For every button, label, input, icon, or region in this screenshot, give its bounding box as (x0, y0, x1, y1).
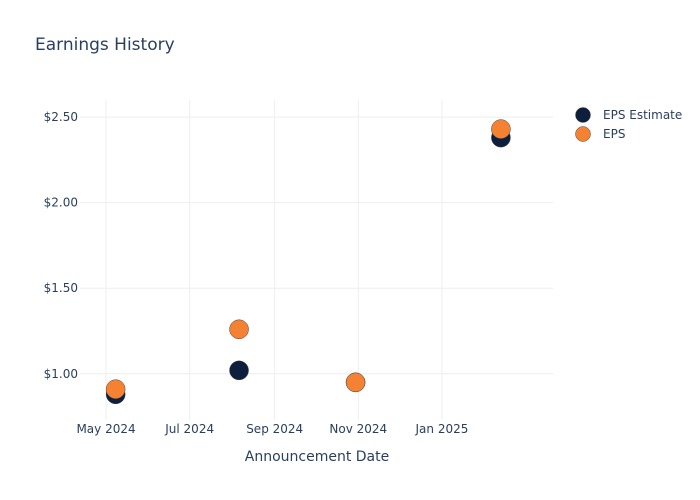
x-tick-label: May 2024 (76, 422, 135, 436)
legend-marker (575, 126, 591, 142)
eps-point[interactable] (229, 319, 249, 340)
legend-label: EPS (603, 127, 625, 141)
x-tick-label: Sep 2024 (246, 422, 303, 436)
legend-item-eps[interactable]: EPS (575, 126, 626, 142)
x-axis-title: Announcement Date (245, 449, 389, 465)
y-tick-label: $1.50 (44, 281, 78, 295)
legend-label: EPS Estimate (603, 108, 682, 122)
x-axis-ticks: May 2024 Jul 2024 Sep 2024 Nov 2024 Jan 2025 (76, 422, 468, 436)
legend[interactable]: EPS Estimate EPS (575, 107, 683, 142)
x-tick-label: Jan 2025 (415, 422, 469, 436)
legend-marker (575, 107, 591, 123)
y-axis-ticks: $1.00 $1.50 $2.00 $2.50 (44, 110, 78, 381)
eps-point[interactable] (491, 119, 511, 139)
data-points (105, 119, 511, 405)
eps-estimate-point[interactable] (229, 360, 249, 381)
x-tick-label: Nov 2024 (329, 422, 387, 436)
y-tick-label: $2.00 (44, 196, 78, 210)
x-tick-label: Jul 2024 (164, 422, 214, 436)
chart-title: Earnings History (35, 35, 175, 55)
eps-point[interactable] (105, 379, 126, 399)
legend-item-eps-estimate[interactable]: EPS Estimate (575, 107, 683, 123)
series-eps (105, 119, 511, 399)
grid-lines (80, 100, 553, 420)
y-tick-label: $1.00 (44, 367, 78, 381)
eps-point[interactable] (345, 372, 366, 393)
y-tick-label: $2.50 (44, 110, 78, 124)
